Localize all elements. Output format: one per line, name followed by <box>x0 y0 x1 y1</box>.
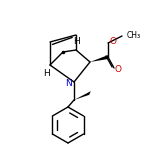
Text: O: O <box>114 66 121 74</box>
Polygon shape <box>74 91 91 100</box>
Text: H: H <box>73 38 79 47</box>
Text: N: N <box>65 78 71 88</box>
Text: O: O <box>109 38 116 47</box>
Polygon shape <box>90 55 109 62</box>
Text: H: H <box>43 69 49 78</box>
Text: CH₃: CH₃ <box>127 31 141 40</box>
